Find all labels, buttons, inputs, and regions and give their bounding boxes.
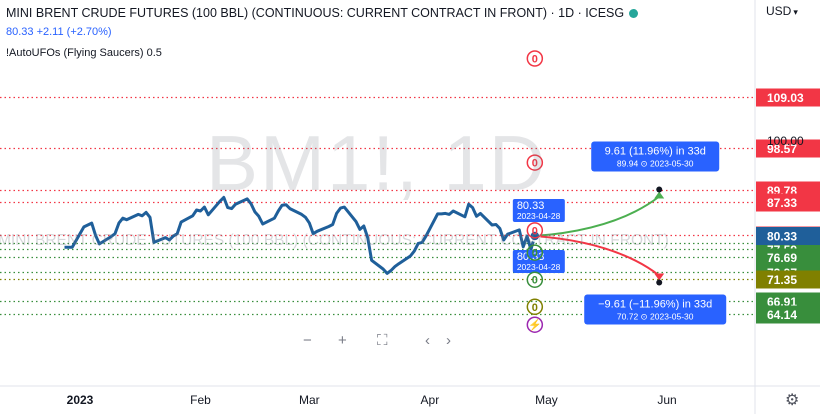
up-projection-arrow — [534, 195, 660, 237]
chevron-down-icon: ▾ — [793, 7, 798, 17]
point-label-value: 80.33 — [517, 200, 545, 212]
currency-label: USD — [766, 4, 792, 18]
reset-view-button[interactable]: ⛶ — [377, 332, 388, 349]
level-badge — [756, 305, 820, 324]
y-tick-label: 100.00 — [767, 134, 804, 148]
level-label: 71.35 — [767, 273, 797, 287]
red-ufo-icon — [526, 154, 544, 171]
x-tick-label: Jun — [657, 393, 676, 407]
projection-callout-box — [584, 294, 727, 325]
x-tick-label: May — [535, 393, 558, 407]
arrow-head — [654, 273, 665, 281]
level-label: 76.69 — [767, 251, 797, 265]
level-label: 87.33 — [767, 196, 797, 210]
x-tick-label: Feb — [190, 393, 211, 407]
level-badge — [756, 139, 820, 158]
scroll-toolbar: ‹ › — [425, 332, 467, 350]
x-tick-label: Apr — [421, 393, 440, 407]
projection-callout-label: 9.61 (11.96%) in 33d — [605, 145, 706, 157]
red-ufo-icon-glyph: 0 — [532, 158, 538, 170]
last-price-label: 80.33 — [767, 230, 797, 244]
green-ufo-icon-glyph: 0 — [532, 275, 538, 287]
projection-callout-label: −9.61 (−11.96%) in 33d — [598, 299, 712, 311]
olive-ufo-icon-glyph: 0 — [532, 302, 538, 314]
level-badge — [756, 248, 820, 267]
arrow-head — [654, 191, 665, 199]
projection-callout-sub: 70.72 ⊙ 2023-05-30 — [617, 312, 694, 322]
currency-selector[interactable]: USD ▾ — [766, 4, 798, 18]
down-projection-arrow — [534, 235, 660, 277]
point-label-date: 2023-04-28 — [517, 211, 561, 221]
symbol-title-row[interactable]: MINI BRENT CRUDE FUTURES (100 BBL) (CONT… — [6, 6, 639, 20]
point-label-box — [512, 250, 565, 273]
green-ufo-icon-glyph: 0 — [532, 248, 538, 260]
price-change: 80.33 +2.11 (+2.70%) — [6, 26, 112, 38]
target-point — [656, 186, 663, 193]
green-ufo-icon — [526, 271, 544, 288]
red-ufo-icon-glyph: 0 — [532, 225, 538, 237]
indicator-legend[interactable]: !AutoUFOs (Flying Saucers) 0.5 — [6, 47, 162, 59]
level-label: 64.14 — [767, 308, 797, 322]
scroll-back-button[interactable]: ‹ — [425, 332, 430, 349]
level-badge — [756, 88, 820, 107]
projection-callout-box — [591, 141, 720, 172]
red-ufo-icon — [526, 50, 544, 67]
projection-callout-sub: 89.94 ⊙ 2023-05-30 — [617, 158, 694, 168]
point-label-box — [512, 199, 565, 222]
level-label: 109.03 — [767, 91, 804, 105]
market-status-icon[interactable] — [629, 9, 639, 18]
symbol-title[interactable]: MINI BRENT CRUDE FUTURES (100 BBL) (CONT… — [6, 6, 625, 20]
level-badge — [756, 193, 820, 212]
olive-ufo-icon — [526, 298, 544, 316]
price-series-line — [64, 195, 537, 275]
purple-ufo-icon — [526, 316, 544, 333]
level-badge — [756, 270, 820, 289]
zoom-out-button[interactable]: − — [303, 332, 312, 349]
zoom-toolbar: − + ⛶ — [300, 332, 400, 350]
level-label: 98.57 — [767, 142, 797, 156]
red-ufo-icon — [526, 222, 544, 239]
gear-icon[interactable]: ⚙ — [785, 392, 800, 409]
last-price-badge — [756, 227, 820, 245]
x-tick-label: Mar — [299, 393, 320, 407]
x-tick-label: 2023 — [67, 393, 94, 407]
purple-ufo-icon-glyph: ⚡ — [528, 319, 542, 332]
scroll-forward-button[interactable]: › — [446, 332, 451, 349]
target-point — [656, 279, 663, 286]
green-ufo-icon — [526, 244, 544, 261]
red-ufo-icon-glyph: 0 — [532, 54, 538, 66]
zoom-in-button[interactable]: + — [338, 332, 347, 349]
point-label-date: 2023-04-28 — [517, 262, 561, 272]
